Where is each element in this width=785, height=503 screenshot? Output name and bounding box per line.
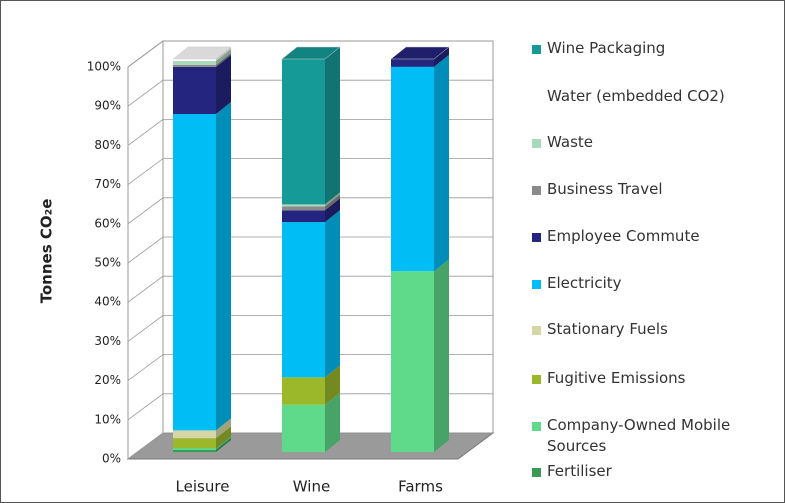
y-tick-label: 80% bbox=[94, 138, 121, 152]
bar-side bbox=[216, 47, 231, 61]
bar-segment bbox=[173, 64, 216, 67]
grid-line bbox=[127, 354, 493, 381]
x-tick-label: Leisure bbox=[176, 478, 230, 496]
legend-swatch bbox=[532, 233, 541, 242]
bar-side bbox=[325, 47, 340, 205]
bar-segment bbox=[282, 210, 325, 223]
grid-line bbox=[127, 197, 493, 225]
grid-line bbox=[127, 79, 493, 107]
bar-side bbox=[216, 54, 231, 115]
y-tick-label: 70% bbox=[94, 177, 121, 191]
bar-side bbox=[325, 198, 340, 223]
y-tick-label: 60% bbox=[94, 216, 121, 230]
legend-swatch bbox=[532, 422, 541, 431]
grid-line bbox=[127, 393, 493, 421]
x-tick-label: Wine bbox=[293, 478, 330, 496]
bar-side bbox=[216, 438, 231, 452]
y-tick-label: 90% bbox=[94, 99, 121, 113]
bar-segment bbox=[391, 59, 434, 67]
legend-label: Business Travel bbox=[547, 180, 663, 198]
grid-line bbox=[127, 119, 493, 146]
bar-side bbox=[325, 365, 340, 405]
y-tick-label: 20% bbox=[94, 373, 121, 387]
bar-side bbox=[216, 52, 231, 67]
bar-segment bbox=[391, 66, 434, 272]
legend-label: Wine Packaging bbox=[547, 39, 666, 57]
legend-label: Company-Owned Mobile Sources bbox=[547, 416, 731, 455]
legend-label: Electricity bbox=[547, 274, 622, 292]
bar-side bbox=[216, 102, 231, 431]
bar-segment bbox=[282, 206, 325, 211]
bar-segment bbox=[173, 114, 216, 431]
bar-segment bbox=[173, 430, 216, 439]
legend-label: Employee Commute bbox=[547, 227, 700, 245]
bar-segment bbox=[282, 204, 325, 207]
legend-swatch bbox=[532, 375, 541, 384]
bar-side bbox=[325, 192, 340, 207]
legend-label: Stationary Fuels bbox=[547, 320, 668, 338]
bar-segment bbox=[282, 404, 325, 452]
bar-segment bbox=[173, 438, 216, 449]
legend-swatch bbox=[532, 326, 541, 335]
bar-segment bbox=[282, 59, 325, 205]
y-tick-label: 50% bbox=[94, 256, 121, 270]
legend-swatch bbox=[532, 139, 541, 148]
bar-side bbox=[434, 54, 449, 272]
legend-swatch bbox=[532, 186, 541, 195]
legend-swatch bbox=[532, 45, 541, 54]
legend-label: Waste bbox=[547, 133, 593, 151]
legend-label: Water (embedded CO2) bbox=[547, 87, 725, 105]
grid-line bbox=[127, 158, 493, 185]
grid-line bbox=[127, 275, 493, 303]
grid-line bbox=[127, 40, 493, 68]
bar-top bbox=[172, 46, 232, 60]
bar-side bbox=[216, 436, 231, 451]
y-tick-label: 10% bbox=[94, 412, 121, 426]
bar-side bbox=[216, 426, 231, 449]
x-tick-label: Farms bbox=[398, 478, 443, 496]
grid-line bbox=[127, 314, 493, 342]
bar-side bbox=[325, 392, 340, 452]
bar-segment bbox=[173, 59, 216, 61]
bar-segment bbox=[173, 66, 216, 115]
bar-segment bbox=[282, 377, 325, 405]
bar-segment bbox=[391, 271, 434, 452]
bar-segment bbox=[173, 448, 216, 451]
bar-side bbox=[325, 194, 340, 211]
bar-segment bbox=[282, 222, 325, 378]
grid-line bbox=[127, 432, 493, 460]
legend-label: Fugitive Emissions bbox=[547, 369, 686, 387]
bar-side bbox=[434, 47, 449, 67]
bar-side bbox=[216, 418, 231, 439]
y-tick-label: 0% bbox=[102, 452, 121, 466]
y-tick-label: 40% bbox=[94, 295, 121, 309]
y-tick-label: 100% bbox=[87, 60, 121, 74]
bar-top bbox=[390, 46, 450, 60]
bar-top bbox=[281, 46, 341, 60]
legend-swatch bbox=[532, 468, 541, 477]
bar-side bbox=[216, 48, 231, 65]
y-axis-label: Tonnes CO₂e bbox=[38, 199, 56, 304]
legend-swatch bbox=[532, 280, 541, 289]
bar-side bbox=[434, 259, 449, 452]
bar-side bbox=[325, 210, 340, 378]
y-tick-label: 30% bbox=[94, 334, 121, 348]
legend-label: Fertiliser bbox=[547, 462, 612, 480]
grid-line bbox=[127, 236, 493, 264]
bar-segment bbox=[173, 450, 216, 452]
bar-segment bbox=[173, 60, 216, 65]
